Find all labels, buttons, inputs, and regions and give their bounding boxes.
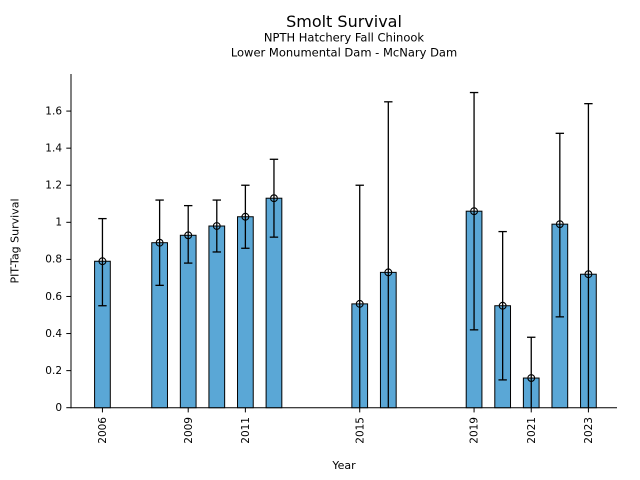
y-tick-label: 0 xyxy=(55,402,62,414)
y-tick-label: 0.8 xyxy=(45,254,62,266)
x-tick-label: 2015 xyxy=(354,417,366,444)
chart-subtitle-line1: NPTH Hatchery Fall Chinook xyxy=(264,31,424,45)
y-tick-label: 1 xyxy=(55,217,62,229)
y-tick-label: 1.6 xyxy=(45,105,62,117)
bar-2010 xyxy=(208,225,226,409)
x-axis-label: Year xyxy=(331,459,356,472)
x-tick-label: 2006 xyxy=(97,417,109,444)
x-tick-label: 2011 xyxy=(240,417,252,444)
marker-2015 xyxy=(355,299,364,308)
y-tick-label: 1.2 xyxy=(45,180,62,192)
x-tick-label: 2009 xyxy=(183,417,195,444)
y-tick-label: 0.6 xyxy=(45,291,62,303)
marker-2010 xyxy=(212,222,221,230)
marker-2016 xyxy=(384,268,393,277)
chart-subtitle-line2: Lower Monumental Dam - McNary Dam xyxy=(231,46,457,60)
marker-2008 xyxy=(155,238,164,247)
marker-2011 xyxy=(241,212,250,221)
marker-2012 xyxy=(270,194,278,203)
x-tick-label: 2019 xyxy=(469,417,481,444)
plot-area: 0 0.2 0.4 0.6 0.8 1 1.2 1.4 1.6 2006 2009 2011 2015 2… xyxy=(45,74,617,444)
marker-2023 xyxy=(584,270,593,279)
y-tick-label: 0.4 xyxy=(45,328,62,340)
marker-2020 xyxy=(498,301,507,310)
y-tick-label: 1.4 xyxy=(45,143,62,155)
marker-2021 xyxy=(527,374,536,382)
marker-2006 xyxy=(98,257,107,266)
x-tick-label: 2021 xyxy=(526,417,538,444)
marker-2009 xyxy=(184,231,193,240)
marker-2022 xyxy=(555,220,564,229)
marker-2019 xyxy=(470,207,479,216)
y-axis-label: PIT-Tag Survival xyxy=(9,198,22,283)
chart-title: Smolt Survival xyxy=(286,12,402,31)
y-tick-label: 0.2 xyxy=(45,365,62,377)
x-tick-label: 2023 xyxy=(583,417,595,444)
